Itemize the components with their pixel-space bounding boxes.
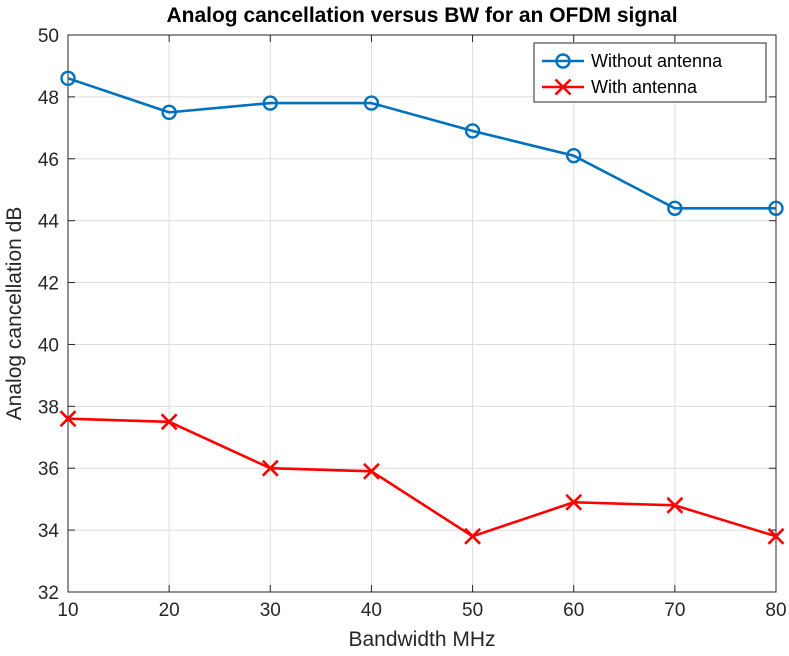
series-line bbox=[67, 417, 777, 538]
data-point-x bbox=[666, 496, 684, 514]
x-tick-label: 60 bbox=[563, 600, 584, 621]
data-point-x-stroke bbox=[464, 527, 481, 545]
data-point-x-stroke bbox=[554, 78, 572, 96]
data-point-x-stroke bbox=[160, 413, 178, 431]
chart-title: Analog cancellation versus BW for an OFD… bbox=[166, 4, 677, 27]
legend-label: With antenna bbox=[591, 77, 698, 97]
series-line bbox=[67, 77, 776, 210]
legend-item: Without antenna bbox=[542, 51, 723, 71]
data-point-x bbox=[554, 78, 572, 96]
y-tick-label: 50 bbox=[38, 26, 59, 47]
legend-item: With antenna bbox=[542, 77, 698, 97]
grid bbox=[68, 35, 776, 592]
x-tick-label: 70 bbox=[664, 600, 685, 621]
series-group bbox=[59, 70, 785, 545]
legend: Without antenna With antenna bbox=[533, 42, 767, 103]
y-tick-label: 34 bbox=[38, 521, 60, 542]
data-point-circle bbox=[60, 70, 76, 87]
y-tick-label: 44 bbox=[38, 212, 60, 233]
data-point-x-stroke bbox=[565, 493, 583, 511]
data-point-x-stroke bbox=[59, 410, 77, 428]
data-point-circle bbox=[768, 200, 784, 216]
data-point-circle bbox=[667, 200, 683, 216]
series-with-antenna bbox=[59, 410, 785, 545]
data-point-circle bbox=[363, 95, 380, 111]
data-point-x bbox=[464, 527, 481, 545]
data-point-x bbox=[261, 459, 279, 477]
y-tick-label: 46 bbox=[38, 150, 59, 171]
data-point-circle bbox=[161, 104, 177, 121]
data-point-x-stroke bbox=[767, 527, 785, 545]
data-point-circle bbox=[464, 123, 481, 139]
data-point-circle bbox=[566, 147, 582, 164]
data-point-x bbox=[565, 493, 583, 511]
data-point-x bbox=[160, 413, 178, 431]
data-point-x-stroke bbox=[261, 459, 279, 477]
x-tick-label: 30 bbox=[260, 600, 281, 621]
data-point-x bbox=[363, 462, 380, 480]
y-tick-label: 42 bbox=[38, 274, 59, 295]
x-axis-label: Bandwidth MHz bbox=[348, 628, 495, 651]
x-tick-label: 10 bbox=[57, 600, 78, 621]
data-point-circle bbox=[262, 95, 278, 111]
y-tick-label: 36 bbox=[38, 459, 59, 480]
axis-ticks: 10 20 30 40 50 60 70 80 32 34 36 38 40 42 44 46 48 50 bbox=[38, 26, 787, 621]
data-point-x bbox=[59, 410, 77, 428]
data-point-x-stroke bbox=[666, 496, 684, 514]
y-axis-label: Analog cancellation dB bbox=[3, 207, 26, 421]
x-tick-label: 80 bbox=[765, 600, 786, 621]
data-point-circle bbox=[555, 53, 571, 69]
y-tick-label: 48 bbox=[38, 88, 59, 109]
x-tick-label: 20 bbox=[159, 600, 180, 621]
x-tick-label: 40 bbox=[361, 600, 382, 621]
plot-area-frame bbox=[67, 34, 777, 593]
y-tick-label: 40 bbox=[38, 335, 59, 356]
legend-label: Without antenna bbox=[591, 51, 723, 71]
series-without-antenna bbox=[60, 70, 784, 216]
data-point-x bbox=[767, 527, 785, 545]
y-tick-label: 38 bbox=[38, 397, 59, 418]
data-point-x-stroke bbox=[363, 462, 380, 480]
x-tick-label: 50 bbox=[462, 600, 483, 621]
legend-box bbox=[533, 42, 767, 103]
y-tick-label: 32 bbox=[38, 583, 59, 604]
